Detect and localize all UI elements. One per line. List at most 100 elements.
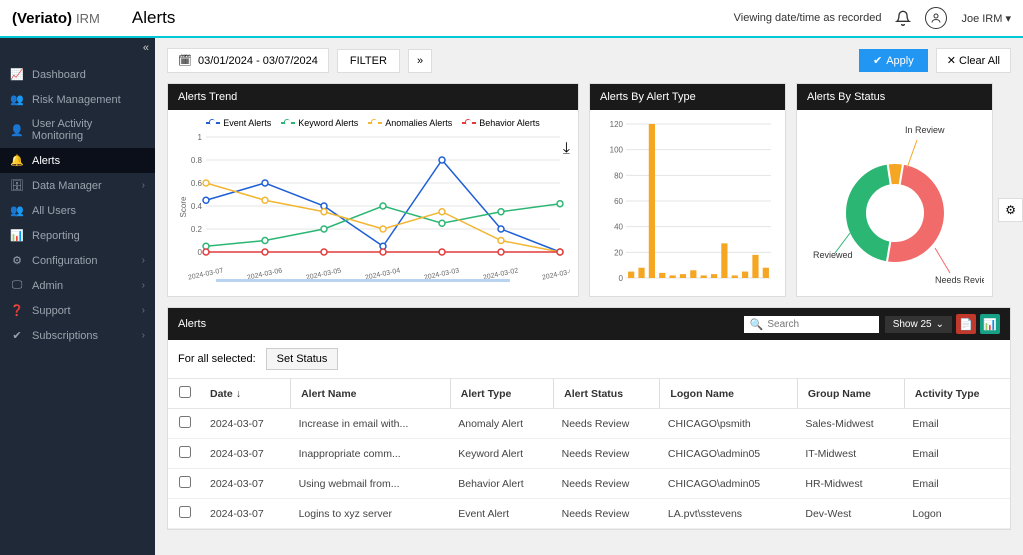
user-shield-icon: 👥 xyxy=(10,93,24,106)
column-header[interactable]: Group Name xyxy=(797,379,904,409)
type-chart: 020406080100120 xyxy=(598,118,777,288)
svg-text:0.8: 0.8 xyxy=(191,156,203,165)
date-range-picker[interactable]: 🗓 03/01/2024 - 03/07/2024 xyxy=(167,48,329,73)
sidebar-item-subscriptions[interactable]: ✔ Subscriptions › xyxy=(0,323,155,348)
cell-logon: CHICAGO\admin05 xyxy=(660,469,797,499)
sidebar-item-configuration[interactable]: ⚙Configuration› xyxy=(0,248,155,273)
cell-logon: CHICAGO\admin05 xyxy=(660,439,797,469)
sidebar-item-label: Alerts xyxy=(32,155,60,167)
table-row[interactable]: 2024-03-07 Using webmail from... Behavio… xyxy=(168,469,1010,499)
row-checkbox[interactable] xyxy=(179,476,191,488)
cell-alert-type: Keyword Alert xyxy=(450,439,553,469)
top-bar: (Veriato)IRM Alerts Viewing date/time as… xyxy=(0,0,1023,38)
column-header[interactable]: Date ↓ xyxy=(202,379,291,409)
sidebar-item-label: Risk Management xyxy=(32,94,121,106)
row-checkbox[interactable] xyxy=(179,446,191,458)
bell-icon: 🔔 xyxy=(10,154,24,167)
search-input-wrapper[interactable]: 🔍 xyxy=(744,316,879,333)
download-icon[interactable]: ⤓ xyxy=(563,140,570,158)
filter-more-button[interactable]: » xyxy=(408,49,432,73)
table-row[interactable]: 2024-03-07 Inappropriate comm... Keyword… xyxy=(168,439,1010,469)
cell-activity: Logon xyxy=(904,499,1010,529)
column-header[interactable]: Alert Type xyxy=(450,379,553,409)
sidebar-collapse-icon[interactable]: « xyxy=(143,42,149,54)
cell-activity: Email xyxy=(904,409,1010,439)
svg-text:80: 80 xyxy=(614,171,623,180)
svg-text:In Review: In Review xyxy=(905,125,945,135)
sidebar-item-label: Dashboard xyxy=(32,69,86,81)
sidebar-item-reporting[interactable]: 📊Reporting xyxy=(0,223,155,248)
apply-button[interactable]: ✔ Apply xyxy=(859,49,928,72)
cell-alert-status: Needs Review xyxy=(554,469,660,499)
panel-title: Alerts xyxy=(178,318,206,330)
row-checkbox[interactable] xyxy=(179,416,191,428)
cell-alert-name: Increase in email with... xyxy=(291,409,451,439)
svg-text:0.2: 0.2 xyxy=(191,225,203,234)
svg-text:100: 100 xyxy=(610,146,624,155)
svg-text:0: 0 xyxy=(198,248,203,257)
column-header[interactable]: Activity Type xyxy=(904,379,1010,409)
card-title: Alerts By Alert Type xyxy=(590,84,785,110)
sidebar-item-support[interactable]: ❓Support› xyxy=(0,298,155,323)
calendar-icon: 🗓 xyxy=(178,54,192,67)
svg-text:120: 120 xyxy=(610,120,624,129)
chevron-right-icon: › xyxy=(142,180,145,191)
export-pdf-button[interactable]: 📄 xyxy=(956,314,976,334)
database-icon: 🗄 xyxy=(10,179,24,192)
sidebar-item-alerts[interactable]: 🔔 Alerts xyxy=(0,148,155,173)
cell-alert-status: Needs Review xyxy=(554,439,660,469)
chevron-right-icon: › xyxy=(142,255,145,266)
brand-logo: (Veriato)IRM xyxy=(12,10,100,27)
card-title: Alerts Trend xyxy=(168,84,578,110)
filter-button[interactable]: FILTER xyxy=(337,49,400,73)
sidebar-item-user-activity-monitoring[interactable]: 👤User Activity Monitoring xyxy=(0,112,155,148)
svg-text:0: 0 xyxy=(619,274,624,283)
sidebar-item-data-manager[interactable]: 🗄Data Manager› xyxy=(0,173,155,198)
chevron-right-icon: › xyxy=(142,330,145,341)
check-icon: ✔ xyxy=(10,329,24,342)
svg-text:20: 20 xyxy=(614,248,623,257)
page-title: Alerts xyxy=(132,8,175,28)
show-count-select[interactable]: Show 25 ⌄ xyxy=(885,316,952,333)
svg-text:60: 60 xyxy=(614,197,623,206)
viewing-mode-label: Viewing date/time as recorded xyxy=(734,12,882,24)
cell-alert-type: Event Alert xyxy=(450,499,553,529)
clear-all-button[interactable]: ✕ Clear All xyxy=(936,48,1011,73)
sidebar-item-dashboard[interactable]: 📈Dashboard xyxy=(0,62,155,87)
card-title: Alerts By Status xyxy=(797,84,992,110)
notifications-icon[interactable] xyxy=(895,10,911,26)
sidebar-item-risk-management[interactable]: 👥 Risk Management xyxy=(0,87,155,112)
cell-group: IT-Midwest xyxy=(797,439,904,469)
search-input[interactable] xyxy=(767,319,872,330)
svg-text:Needs Review: Needs Review xyxy=(935,275,984,285)
select-all-checkbox[interactable] xyxy=(179,386,191,398)
cell-date: 2024-03-07 xyxy=(202,499,291,529)
row-checkbox[interactable] xyxy=(179,506,191,518)
table-row[interactable]: 2024-03-07 Logins to xyz server Event Al… xyxy=(168,499,1010,529)
export-excel-button[interactable]: 📊 xyxy=(980,314,1000,334)
column-header[interactable]: Alert Name xyxy=(291,379,451,409)
column-header[interactable]: Alert Status xyxy=(554,379,660,409)
set-status-button[interactable]: Set Status xyxy=(266,348,339,370)
cell-group: Dev-West xyxy=(797,499,904,529)
sidebar-item-all-users[interactable]: 👥All Users xyxy=(0,198,155,223)
svg-text:Reviewed: Reviewed xyxy=(813,250,853,260)
cell-logon: LA.pvt\sstevens xyxy=(660,499,797,529)
cell-logon: CHICAGO\psmith xyxy=(660,409,797,439)
sort-desc-icon: ↓ xyxy=(236,388,241,400)
user-avatar-icon[interactable] xyxy=(925,7,947,29)
sidebar-item-label: Subscriptions xyxy=(32,330,98,342)
cell-activity: Email xyxy=(904,439,1010,469)
column-header[interactable]: Logon Name xyxy=(660,379,797,409)
settings-gear-icon[interactable]: ⚙ xyxy=(998,198,1023,222)
svg-text:2024-03-01: 2024-03-01 xyxy=(541,267,570,281)
status-chart: In Review Needs Review Reviewed xyxy=(805,118,984,288)
trend-legend: Event Alerts Keyword Alerts Anomalies Al… xyxy=(176,118,570,128)
cell-date: 2024-03-07 xyxy=(202,439,291,469)
user-menu[interactable]: Joe IRM ▾ xyxy=(961,12,1011,25)
svg-text:1: 1 xyxy=(198,133,203,142)
cell-group: HR-Midwest xyxy=(797,469,904,499)
sidebar-item-admin[interactable]: 🖵Admin› xyxy=(0,273,155,298)
table-row[interactable]: 2024-03-07 Increase in email with... Ano… xyxy=(168,409,1010,439)
alerts-trend-card: Alerts Trend Event Alerts Keyword Alerts… xyxy=(167,83,579,297)
